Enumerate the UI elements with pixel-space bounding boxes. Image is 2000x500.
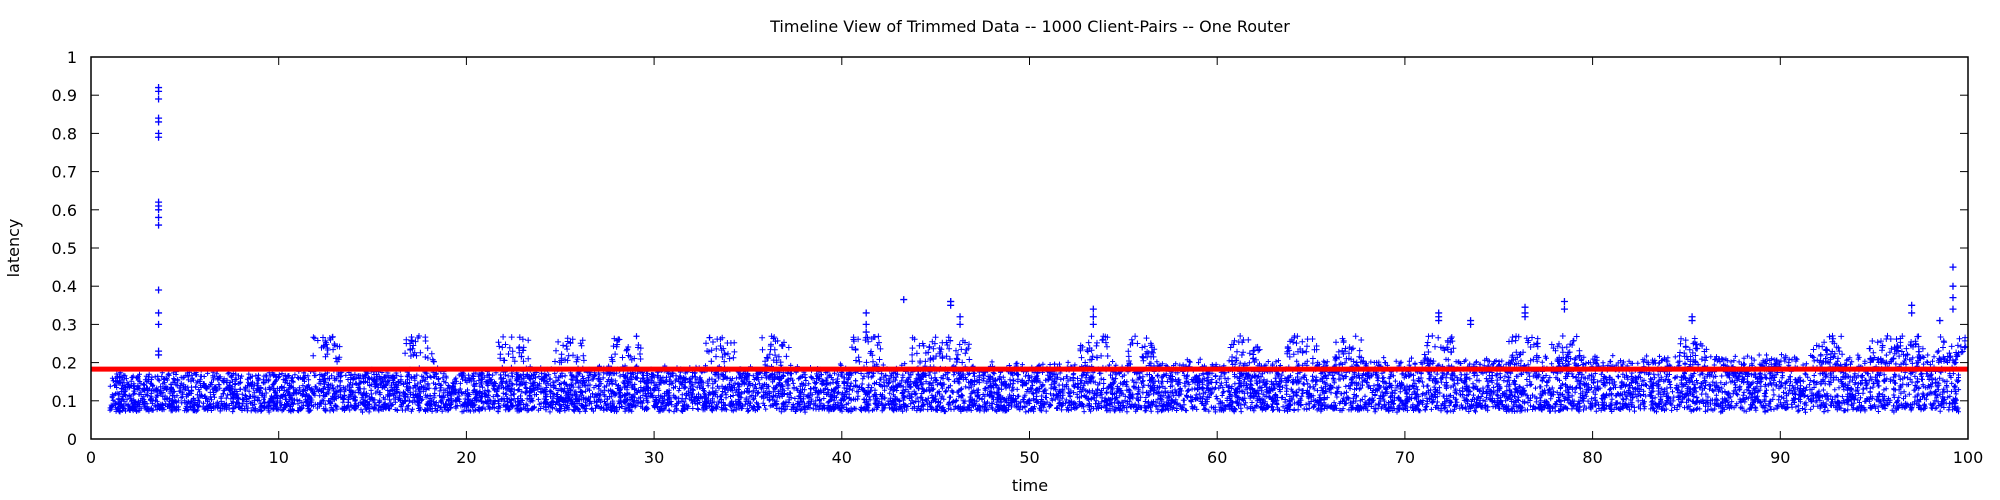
spike-point (1908, 309, 1916, 317)
chart-title: Timeline View of Trimmed Data -- 1000 Cl… (769, 17, 1290, 36)
y-tick-label: 0.8 (52, 124, 77, 143)
data-points (107, 84, 1969, 415)
x-tick-label: 30 (644, 448, 664, 467)
x-tick-label: 70 (1395, 448, 1415, 467)
spike-point (1521, 313, 1529, 321)
spike-point (1688, 317, 1696, 325)
spike-point (155, 309, 163, 317)
x-axis-title: time (1012, 476, 1048, 495)
spike-point (1949, 282, 1957, 290)
spike-point (155, 133, 163, 141)
spike-point (1949, 305, 1957, 313)
spike-point (1949, 263, 1957, 271)
x-tick-label: 50 (1019, 448, 1039, 467)
spike-point (862, 320, 870, 328)
spike-point (862, 309, 870, 317)
spike-point (155, 286, 163, 294)
spike-point (956, 313, 964, 321)
spike-point (1560, 305, 1568, 313)
y-tick-label: 0.4 (52, 277, 77, 296)
bump-points (310, 332, 1969, 366)
spike-point (1467, 320, 1475, 328)
spike-point (155, 351, 163, 359)
y-tick-label: 0.9 (52, 86, 77, 105)
y-tick-label: 1 (67, 48, 77, 67)
x-tick-label: 10 (269, 448, 289, 467)
spike-point (1089, 320, 1097, 328)
x-tick-label: 100 (1953, 448, 1984, 467)
spike-point (947, 301, 955, 309)
y-tick-label: 0.2 (52, 354, 77, 373)
spike-point (1089, 313, 1097, 321)
y-tick-label: 0 (67, 430, 77, 449)
spike-point (155, 206, 163, 214)
x-tick-label: 20 (456, 448, 476, 467)
x-tick-label: 0 (86, 448, 96, 467)
spike-point (155, 221, 163, 229)
spike-point (1560, 297, 1568, 305)
spike-point (1936, 317, 1944, 325)
y-axis-title: latency (4, 219, 23, 278)
spike-point (155, 118, 163, 126)
y-tick-label: 0.7 (52, 163, 77, 182)
spike-point (1949, 294, 1957, 302)
spike-point (1089, 305, 1097, 313)
x-tick-label: 80 (1582, 448, 1602, 467)
spike-point (1435, 317, 1443, 325)
x-tick-label: 60 (1207, 448, 1227, 467)
spike-point (155, 87, 163, 95)
y-tick-label: 0.3 (52, 315, 77, 334)
spike-point (900, 296, 908, 304)
dense-point-band (107, 349, 1962, 415)
x-tick-label: 90 (1770, 448, 1790, 467)
y-tick-label: 0.6 (52, 201, 77, 220)
spike-point (155, 213, 163, 221)
x-tick-label: 40 (832, 448, 852, 467)
spike-point (155, 320, 163, 328)
spike-point (155, 95, 163, 103)
spike-point (1908, 301, 1916, 309)
spike-point (862, 328, 870, 336)
y-tick-label: 0.1 (52, 392, 77, 411)
axes: 0 10 20 30 40 50 60 70 80 90 100 0 0.1 0.2 0.3 0.4 0.5 0.… (52, 48, 1984, 467)
spike-point (956, 320, 964, 328)
y-tick-label: 0.5 (52, 239, 77, 258)
